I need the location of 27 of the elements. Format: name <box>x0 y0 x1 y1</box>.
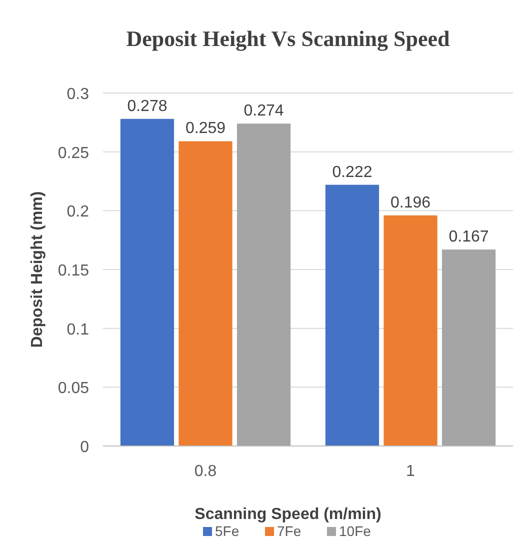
data-label: 0.259 <box>185 120 226 138</box>
y-tick-label: 0.1 <box>66 321 90 338</box>
data-label: 0.222 <box>332 164 372 181</box>
bar <box>120 118 174 446</box>
x-tick-label: 1 <box>406 463 416 480</box>
y-tick-label: 0.25 <box>58 144 90 162</box>
y-tick-label: 0.15 <box>58 262 90 280</box>
data-label: 0.167 <box>448 228 489 246</box>
data-label: 0.274 <box>244 102 284 120</box>
legend-label: 10Fe <box>339 523 372 539</box>
chart-title: Deposit Height Vs Scanning Speed <box>126 26 450 51</box>
bar <box>442 249 496 446</box>
y-axis-title: Deposit Height (mm) <box>29 191 46 348</box>
y-tick-label: 0 <box>80 439 90 456</box>
bar <box>325 184 380 446</box>
x-tick-label: 0.8 <box>194 463 217 480</box>
data-label: 0.278 <box>127 98 168 115</box>
y-tick-label: 0.2 <box>66 204 90 221</box>
data-label: 0.196 <box>390 194 431 212</box>
legend-label: 7Fe <box>277 523 302 539</box>
bar <box>384 215 438 446</box>
bar <box>178 141 232 446</box>
y-tick-label: 0.3 <box>66 86 90 103</box>
y-tick-label: 0.05 <box>58 380 90 398</box>
x-axis-title: Scanning Speed (m/min) <box>194 506 382 523</box>
bar <box>236 124 291 446</box>
legend-label: 5Fe <box>215 523 240 539</box>
